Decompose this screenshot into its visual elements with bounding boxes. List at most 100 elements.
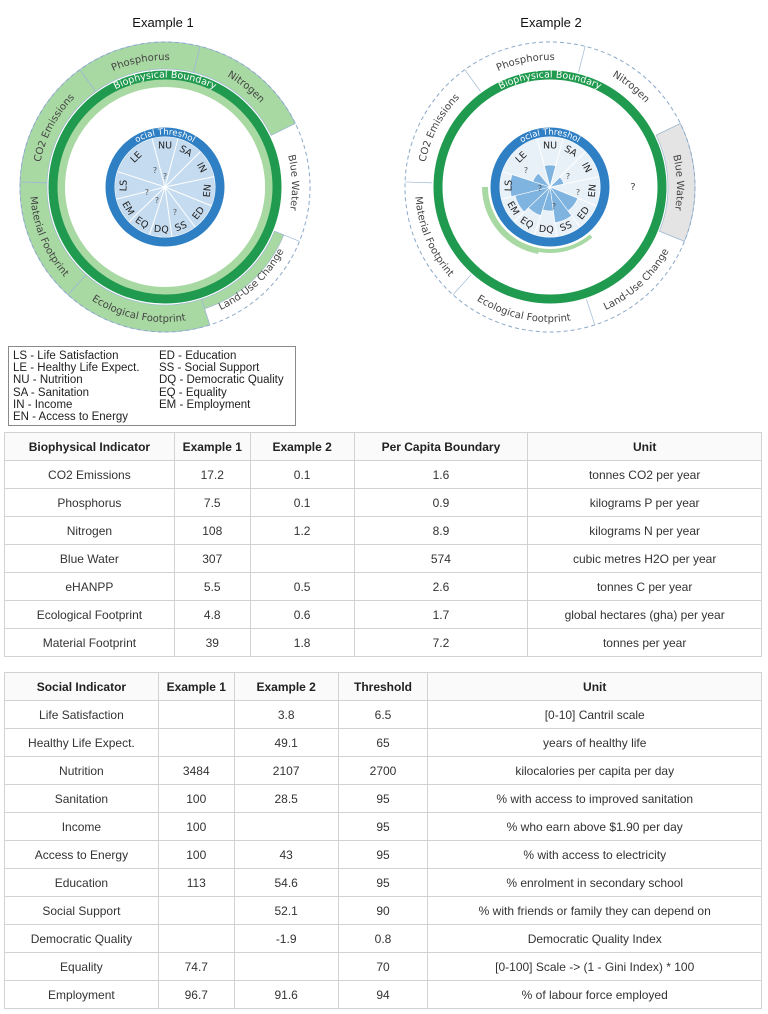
table-cell: Ecological Footprint bbox=[4, 600, 175, 629]
table-cell: [0-100] Scale -> (1 - Gini Index) * 100 bbox=[427, 952, 762, 981]
table-row: Ecological Footprint 4.8 0.6 1.7 global hect… bbox=[4, 600, 762, 629]
diagram-2-title: Example 2 bbox=[520, 15, 582, 30]
table-cell: eHANPP bbox=[4, 572, 175, 601]
wedge-divider bbox=[164, 186, 196, 228]
table-cell: kilocalories per capita per day bbox=[427, 756, 762, 785]
legend-entry: LS - Life Satisfaction bbox=[13, 350, 119, 362]
abbreviation-legend: LS - Life Satisfaction LE - Healthy Life … bbox=[8, 346, 296, 426]
table-cell: tonnes C per year bbox=[527, 572, 762, 601]
table-cell: 49.1 bbox=[233, 728, 339, 757]
table-cell: 94 bbox=[337, 980, 429, 1009]
outer-limit-circle bbox=[404, 41, 696, 333]
table-cell: 2.6 bbox=[353, 572, 529, 601]
inner-label-in: IN bbox=[194, 161, 208, 175]
table-cell: 17.2 bbox=[173, 460, 251, 489]
table-row: Sanitation 100 28.5 95% with access to impr… bbox=[4, 784, 762, 813]
table-cell: Democratic Quality Index bbox=[427, 924, 762, 953]
table-cell: 54.6 bbox=[233, 868, 339, 897]
table-cell: 1.2 bbox=[249, 516, 355, 545]
social-table: Social Indicator Example 1 Example 2 Thresh… bbox=[4, 672, 762, 1009]
table-row: Employment 96.7 91.6 94% of labour force em… bbox=[4, 980, 762, 1009]
column-header: Example 1 bbox=[157, 672, 235, 701]
diagram-1-title: Example 1 bbox=[132, 15, 194, 30]
table-cell: Material Footprint bbox=[4, 628, 175, 657]
table-cell: % of labour force employed bbox=[427, 980, 762, 1009]
inner-label-en: EN bbox=[202, 184, 214, 198]
table-cell: 1.7 bbox=[353, 600, 529, 629]
wedge-divider bbox=[149, 186, 166, 235]
missing-data-mark: ? bbox=[163, 172, 167, 181]
missing-data-mark: ? bbox=[576, 188, 580, 197]
inner-label-dq: DQ bbox=[153, 224, 169, 236]
column-header: Unit bbox=[427, 672, 762, 701]
table-cell: Nitrogen bbox=[4, 516, 175, 545]
inner-label-dq: DQ bbox=[538, 224, 554, 236]
table-cell: years of healthy life bbox=[427, 728, 762, 757]
inner-label-nu: NU bbox=[543, 141, 557, 152]
column-header: Example 2 bbox=[233, 672, 339, 701]
table-cell: 65 bbox=[337, 728, 429, 757]
table-cell: 113 bbox=[157, 868, 235, 897]
table-cell: 2700 bbox=[337, 756, 429, 785]
table-cell: -1.9 bbox=[233, 924, 339, 953]
column-header: Biophysical Indicator bbox=[4, 432, 175, 461]
table-row: Phosphorus 7.5 0.1 0.9 kilograms P per year bbox=[4, 488, 762, 517]
table-cell: % with access to improved sanitation bbox=[427, 784, 762, 813]
blue-water-gap bbox=[223, 159, 266, 218]
table-cell: 100 bbox=[157, 812, 235, 841]
social-threshold-ring bbox=[490, 127, 610, 247]
table-cell: 0.5 bbox=[249, 572, 355, 601]
inner-label-ls: LS bbox=[118, 180, 129, 192]
table-cell: 0.9 bbox=[353, 488, 529, 517]
indicator-bar bbox=[532, 172, 551, 188]
sector-ecological-footprint bbox=[67, 274, 211, 333]
inner-label-in: IN bbox=[579, 161, 593, 175]
table-row: Healthy Life Expect. 49.1 65 years of healt… bbox=[4, 728, 762, 757]
sector-divider bbox=[659, 230, 685, 242]
table-cell: Education bbox=[4, 868, 159, 897]
table-cell: 95 bbox=[337, 868, 429, 897]
table-cell: 43 bbox=[233, 840, 339, 869]
sector-divider bbox=[274, 230, 300, 242]
column-header: Example 2 bbox=[249, 432, 355, 461]
table-cell: 3.8 bbox=[233, 700, 339, 729]
table-cell: CO2 Emissions bbox=[4, 460, 175, 489]
social-threshold-ring bbox=[105, 127, 225, 247]
table-cell: 5.5 bbox=[173, 572, 251, 601]
table-cell: 8.9 bbox=[353, 516, 529, 545]
table-cell bbox=[233, 952, 339, 981]
table-cell: 574 bbox=[353, 544, 529, 573]
table-cell: 2107 bbox=[233, 756, 339, 785]
table-cell: 95 bbox=[337, 812, 429, 841]
missing-data-mark: ? bbox=[145, 188, 149, 197]
missing-data-mark: ? bbox=[566, 172, 570, 181]
inner-label-nu: NU bbox=[158, 141, 172, 152]
table-row: Income 100 95% who earn above $1.90 per da… bbox=[4, 812, 762, 841]
table-cell: 7.5 bbox=[173, 488, 251, 517]
table-cell: 3484 bbox=[157, 756, 235, 785]
table-cell: 95 bbox=[337, 784, 429, 813]
column-header: Social Indicator bbox=[4, 672, 159, 701]
table-cell: 307 bbox=[173, 544, 251, 573]
table-cell: Social Support bbox=[4, 896, 159, 925]
sector-divider bbox=[464, 69, 481, 92]
table-cell: Healthy Life Expect. bbox=[4, 728, 159, 757]
table-row: Equality 74.7 70 [0-100] Scale -> (1 - Gini… bbox=[4, 952, 762, 981]
table-cell: 100 bbox=[157, 784, 235, 813]
table-cell: Phosphorus bbox=[4, 488, 175, 517]
legend-entry: EQ - Equality bbox=[159, 386, 227, 399]
table-cell: 90 bbox=[337, 896, 429, 925]
indicator-bar bbox=[549, 185, 573, 223]
missing-data-mark: ? bbox=[155, 196, 159, 205]
table-cell: 0.1 bbox=[249, 460, 355, 489]
inner-label-ss: SS bbox=[558, 220, 573, 235]
table-cell: Democratic Quality bbox=[4, 924, 159, 953]
biophysical-boundary-ring bbox=[433, 70, 667, 304]
inner-label-en: EN bbox=[587, 184, 599, 198]
table-row: eHANPP 5.5 0.5 2.6 tonnes C per year bbox=[4, 572, 762, 601]
sector-divider bbox=[79, 69, 96, 92]
label-blue-water: Blue Water bbox=[670, 154, 685, 212]
sector-divider bbox=[270, 123, 296, 136]
table-cell: % with friends or family they can depend… bbox=[427, 896, 762, 925]
social-threshold-label: Social Threshold bbox=[385, 30, 582, 145]
